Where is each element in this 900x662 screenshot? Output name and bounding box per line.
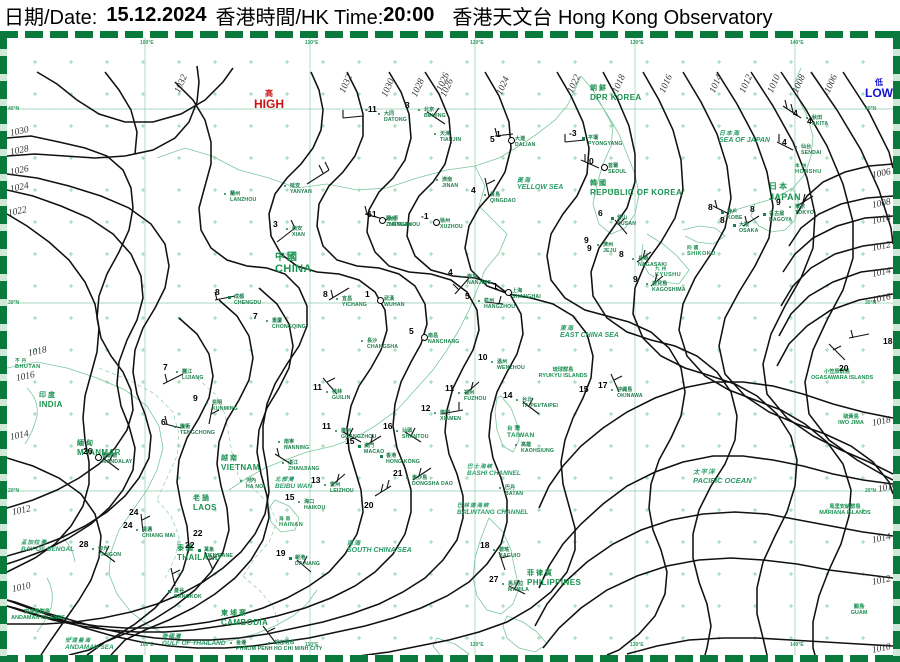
- station-marker: [498, 486, 502, 490]
- border-dash-bottom: [0, 655, 900, 662]
- station-marker: [357, 444, 361, 448]
- station-marker: [335, 297, 339, 301]
- station-marker: [420, 333, 428, 341]
- station-marker: [167, 589, 171, 593]
- chart-header: 日期/Date: 15.12.2024 香港時間/HK Time: 20:00 …: [0, 0, 900, 31]
- border-dash-top: [0, 31, 900, 38]
- station-marker: [435, 178, 439, 182]
- country-borders: [98, 367, 280, 627]
- station-marker: [433, 132, 437, 136]
- station-marker: [267, 641, 271, 645]
- station-marker: [805, 116, 809, 120]
- station-marker: [581, 136, 585, 140]
- time-label: 香港時間/HK Time:: [215, 7, 384, 29]
- station-marker: [610, 216, 614, 220]
- station-marker: [323, 483, 327, 487]
- station-marker: [94, 453, 102, 461]
- station-marker: [325, 390, 329, 394]
- station-marker: [490, 360, 494, 364]
- coastlines: [7, 67, 814, 655]
- station-marker: [229, 641, 233, 645]
- station-marker: [283, 184, 287, 188]
- station-marker: [457, 391, 461, 395]
- station-marker: [596, 243, 600, 247]
- border-dash-right: [893, 31, 900, 662]
- station-marker: [501, 582, 505, 586]
- station-marker: [377, 112, 381, 116]
- station-marker: [732, 223, 736, 227]
- station-marker: [360, 339, 364, 343]
- station-marker: [515, 398, 519, 402]
- station-marker: [720, 210, 724, 214]
- station-marker: [227, 295, 231, 299]
- station-marker: [285, 227, 289, 231]
- date-value: 15.12.2024: [106, 4, 207, 26]
- station-marker: [433, 411, 437, 415]
- station-marker: [432, 218, 440, 226]
- station-marker: [600, 163, 608, 171]
- station-marker: [288, 556, 292, 560]
- station-marker: [281, 461, 285, 465]
- station-marker: [504, 288, 512, 296]
- station-marker: [483, 193, 487, 197]
- station-marker: [477, 299, 481, 303]
- station-marker: [175, 370, 179, 374]
- map-canvas: 1030 1028 1026 1024 1022 1032 1032 1030 1028 1026…: [7, 38, 893, 655]
- station-marker: [297, 500, 301, 504]
- station-marker: [334, 429, 338, 433]
- station-marker: [514, 443, 518, 447]
- station-marker: [91, 547, 95, 551]
- station-marker: [788, 205, 792, 209]
- observatory-name: 香港天文台 Hong Kong Observatory: [452, 7, 773, 29]
- station-marker: [277, 440, 281, 444]
- station-marker: [417, 108, 421, 112]
- station-marker: [395, 429, 399, 433]
- station-marker: [631, 257, 635, 261]
- date-label: 日期/Date:: [4, 7, 98, 29]
- station-marker: [762, 212, 766, 216]
- station-marker: [610, 388, 614, 392]
- surface-analysis-chart: 1030 1028 1026 1024 1022 1032 1032 1030 1028 1026…: [0, 31, 900, 662]
- station-marker: [794, 145, 798, 149]
- station-marker: [223, 192, 227, 196]
- station-marker: [645, 282, 649, 286]
- station-marker: [376, 296, 384, 304]
- map-graticule-layer: [7, 38, 893, 655]
- border-dash-left: [0, 31, 7, 662]
- station-marker: [378, 216, 386, 224]
- station-marker: [507, 136, 515, 144]
- time-value: 20:00: [383, 4, 435, 26]
- station-marker: [405, 476, 409, 480]
- station-marker: [460, 275, 464, 279]
- station-marker: [197, 548, 201, 552]
- station-marker: [239, 479, 243, 483]
- station-marker: [492, 548, 496, 552]
- station-marker: [173, 425, 177, 429]
- station-marker: [135, 528, 139, 532]
- isobars: [7, 65, 893, 655]
- station-marker: [205, 401, 209, 405]
- wind-barbs: [98, 99, 870, 643]
- station-marker: [265, 319, 269, 323]
- station-marker: [379, 454, 383, 458]
